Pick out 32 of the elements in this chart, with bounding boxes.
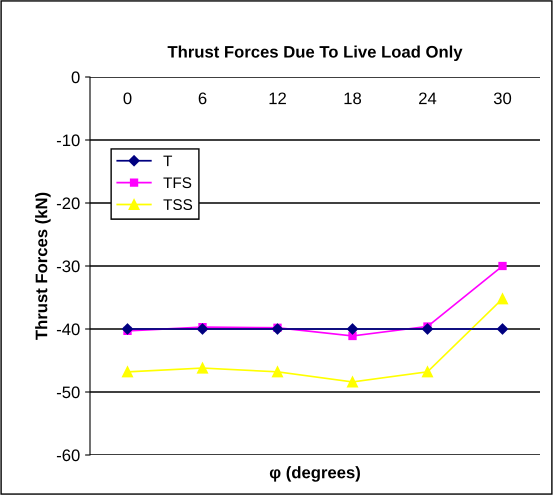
legend-label: TSS bbox=[163, 199, 192, 210]
y-tick-label: 0 bbox=[72, 71, 80, 84]
x-tick-label: 12 bbox=[270, 92, 286, 104]
point bbox=[122, 323, 134, 335]
y-tick-label: -30 bbox=[56, 260, 80, 272]
y-axis-title: Thrust Forces (kN) bbox=[35, 192, 51, 340]
point bbox=[122, 366, 134, 378]
point bbox=[272, 323, 284, 335]
point bbox=[346, 323, 358, 335]
point bbox=[422, 366, 434, 378]
legend-label: T bbox=[163, 156, 172, 166]
point bbox=[422, 323, 434, 335]
y-tick-label: -40 bbox=[56, 323, 80, 336]
y-tick-label: -60 bbox=[56, 449, 80, 462]
point bbox=[196, 323, 208, 335]
x-tick-label: 6 bbox=[198, 92, 206, 104]
point bbox=[196, 362, 208, 374]
point bbox=[496, 293, 508, 304]
y-tick-label: -10 bbox=[56, 134, 80, 146]
x-tick-label: 30 bbox=[494, 92, 512, 104]
point bbox=[272, 366, 284, 378]
chart-title: Thrust Forces Due To Live Load Only bbox=[168, 45, 462, 62]
point bbox=[496, 323, 508, 335]
legend-label: TFS bbox=[163, 177, 192, 188]
point bbox=[498, 262, 507, 270]
x-axis-title: φ (degrees) bbox=[270, 466, 360, 482]
y-tick-label: -50 bbox=[56, 386, 80, 398]
x-tick-label: 24 bbox=[419, 92, 436, 104]
x-tick-label: 0 bbox=[124, 92, 132, 104]
point bbox=[346, 376, 358, 388]
y-tick-label: -20 bbox=[56, 197, 80, 210]
x-tick-label: 18 bbox=[344, 92, 362, 104]
